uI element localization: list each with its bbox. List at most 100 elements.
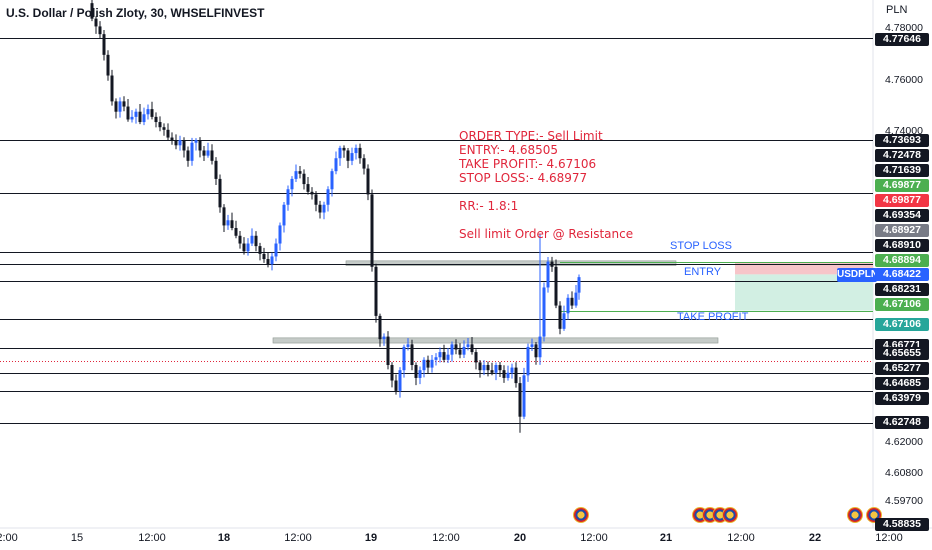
candle-body [330,171,334,190]
annotation-line-1: ORDER TYPE:- Sell Limit [459,129,603,143]
price-tag: 4.69877 [875,194,929,207]
candle-body [114,101,118,112]
price-tag: 4.68422 [875,268,929,281]
candle-body [446,354,450,360]
x-axis-tick: 15 [70,532,84,544]
zone-resistance [345,260,677,266]
candle-body [502,370,506,378]
candle-body [178,140,182,146]
candle-body [386,336,390,366]
annotation-line-3: TAKE PROFIT:- 4.67106 [459,157,597,171]
annotation-line-8: Sell limit Order @ Resistance [459,227,634,241]
candle-body [494,365,498,373]
candle-body [134,111,138,117]
candle-body [154,116,158,123]
candle-body [426,359,430,368]
candle-body [577,277,581,293]
candle-body [218,178,222,208]
x-axis-tick: 12:00 [727,532,755,544]
candle-body [230,220,234,229]
currency-label: PLN [886,4,908,16]
y-axis-tick: 4.59700 [885,495,923,507]
economic-event-flag-icon[interactable] [722,507,738,523]
candle-body [466,344,470,347]
candle-body [190,142,194,161]
price-tag: 4.62748 [875,416,929,429]
stop-loss-label: STOP LOSS [670,240,732,252]
candle-body [442,352,446,360]
candle-body [530,344,534,347]
entry-label: ENTRY [684,266,722,278]
candle-body [118,101,122,112]
candle-body [170,137,174,141]
candle-body [214,160,218,179]
candle-body [174,140,178,146]
candle-body [242,243,246,252]
candle-body [314,194,318,205]
candle-body [198,140,202,151]
x-axis-tick: 18 [217,532,231,544]
candle-body [326,189,330,205]
economic-event-flag-icon[interactable] [573,507,589,523]
candle-body [322,204,326,213]
candle-body [106,54,110,76]
candle-body [290,178,294,190]
price-tag: 4.68231 [875,283,929,296]
economic-event-flag-icon[interactable] [847,507,863,523]
candle-body [506,372,510,378]
candle-body [258,246,262,254]
candle-body [162,127,166,130]
candle-body [234,228,238,236]
candle-body [422,359,426,371]
candle-body [566,297,570,314]
candle-body [334,158,338,172]
x-axis-tick: 22 [808,532,822,544]
zone-support [272,337,719,344]
candle-body [526,346,530,376]
candle-body [266,259,270,265]
candle-body [238,235,242,244]
candle-body [246,243,250,252]
price-tag: 4.68927 [875,224,929,237]
candle-body [550,261,554,267]
candle-body [362,158,366,169]
price-tag: 4.67106 [875,298,929,311]
candle-body [146,109,150,115]
candle-body [310,191,314,195]
candle-body [222,207,226,226]
candle-body [130,116,134,120]
candle-body [522,375,526,417]
candle-body [126,106,130,120]
x-axis-tick: 12:00 [0,532,18,544]
candle-body [274,243,278,257]
price-tag: 4.68894 [875,254,929,267]
candle-body [430,359,434,368]
candle-body [454,344,458,350]
x-axis-tick: 20 [513,532,527,544]
y-axis-tick: 4.62000 [885,435,923,448]
candle-body [398,370,402,391]
candle-body [94,18,98,27]
candle-body [90,3,94,19]
candle-body [110,75,114,102]
candle-body [542,287,546,337]
candle-body [294,171,298,179]
candle-body [374,266,378,316]
x-axis-tick: 12:00 [284,532,312,544]
candle-body [410,344,414,366]
candle-body [414,365,418,378]
candle-body [438,352,442,358]
candle-body [498,365,502,371]
candle-body [514,367,518,384]
candle-body [406,344,410,347]
candle-body [554,266,558,306]
candle-body [138,111,142,123]
candle-body [102,34,106,55]
candle-body [490,370,494,373]
candle-body [538,336,542,358]
price-tag: 4.73693 [875,134,929,147]
candle-body [434,357,438,360]
candle-body [370,194,374,267]
candle-body [390,365,394,381]
